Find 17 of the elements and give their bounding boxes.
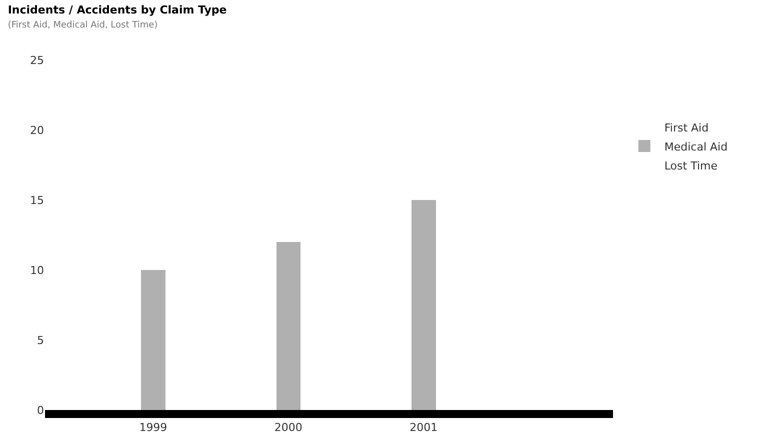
x-tick-label: 2001: [410, 421, 438, 434]
bar: [276, 242, 301, 410]
bar: [412, 200, 436, 410]
y-tick-label: 0: [37, 404, 44, 417]
chart-subtitle: (First Aid, Medical Aid, Lost Time): [8, 20, 158, 31]
x-tick-label: 1999: [139, 421, 168, 434]
text: First Aid: [664, 121, 709, 134]
y-tick-label: 15: [30, 194, 44, 207]
y-tick-label: 5: [37, 334, 44, 347]
y-tick-label: 25: [30, 54, 44, 67]
chart-title: Incidents / Accidents by Claim Type: [8, 3, 227, 16]
y-tick-label: 20: [30, 124, 44, 137]
text: Lost Time: [664, 159, 718, 172]
legend-label: Medical Aid: [664, 140, 728, 154]
bar: [141, 270, 166, 410]
y-tick-label: 10: [30, 264, 44, 277]
x-tick-label: 2000: [274, 421, 302, 434]
